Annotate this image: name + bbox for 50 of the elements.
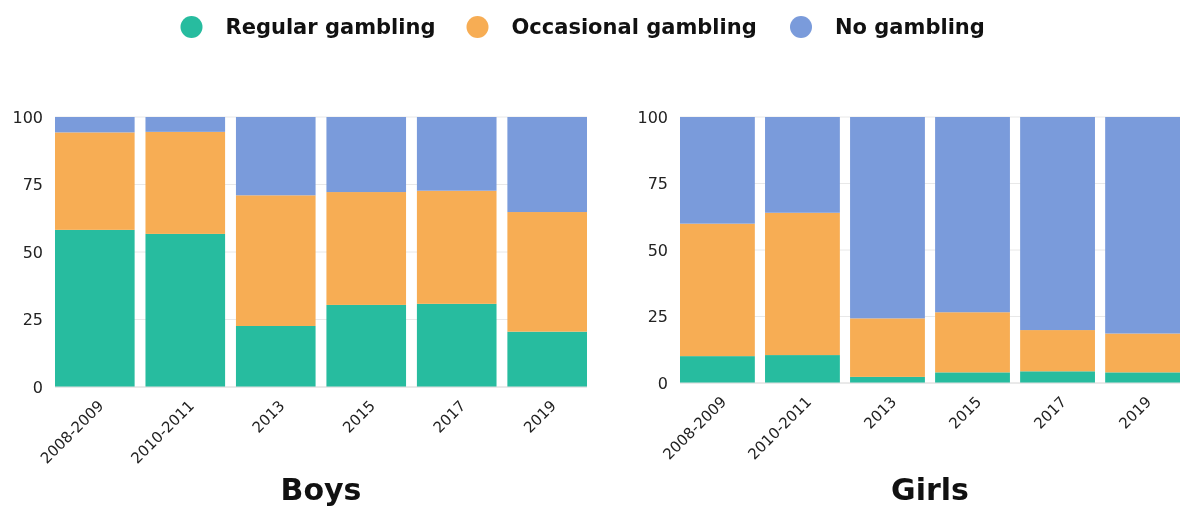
y-tick-label: 75: [22, 175, 43, 195]
legend-label: Regular gambling: [225, 15, 436, 40]
bar: [1105, 117, 1180, 334]
bar: [507, 212, 587, 332]
bar: [1020, 330, 1095, 372]
legend-label: Occasional gambling: [511, 15, 757, 40]
bar: [935, 312, 1010, 373]
y-tick-label: 0: [657, 373, 668, 393]
bar: [416, 190, 497, 304]
bar: [765, 355, 840, 383]
legend-label: No gambling: [835, 15, 985, 40]
y-tick-label: 25: [22, 310, 43, 330]
bar: [416, 117, 497, 191]
bar: [145, 233, 226, 387]
bar: [1105, 372, 1180, 383]
bar: [235, 117, 316, 196]
bar: [326, 117, 407, 193]
bar: [935, 372, 1010, 383]
x-axis-title: Boys: [280, 472, 362, 507]
bar: [680, 117, 755, 224]
y-tick-label: 100: [12, 107, 43, 127]
x-axis-title: Girls: [891, 472, 969, 507]
y-tick-label: 25: [647, 307, 668, 327]
y-tick-label: 50: [647, 240, 668, 260]
bar: [507, 117, 587, 213]
bar: [145, 117, 226, 132]
bar: [850, 318, 925, 377]
bar: [416, 303, 497, 387]
y-tick-label: 0: [32, 377, 43, 397]
bar: [765, 117, 840, 213]
bar: [55, 132, 135, 230]
bar: [235, 195, 316, 326]
bar: [1020, 117, 1095, 331]
bar: [680, 223, 755, 357]
bar: [680, 356, 755, 383]
y-tick-label: 50: [22, 242, 43, 262]
bar: [55, 117, 135, 133]
bar: [850, 117, 925, 319]
bar: [1105, 333, 1180, 373]
bar: [235, 325, 316, 387]
bar: [55, 229, 135, 387]
y-tick-label: 100: [637, 107, 668, 127]
bar: [326, 192, 407, 305]
bar: [765, 212, 840, 356]
y-tick-label: 75: [647, 174, 668, 194]
bar: [935, 117, 1010, 313]
bar: [1020, 371, 1095, 383]
bar: [507, 331, 587, 387]
bar: [145, 131, 226, 234]
bar: [326, 304, 407, 387]
